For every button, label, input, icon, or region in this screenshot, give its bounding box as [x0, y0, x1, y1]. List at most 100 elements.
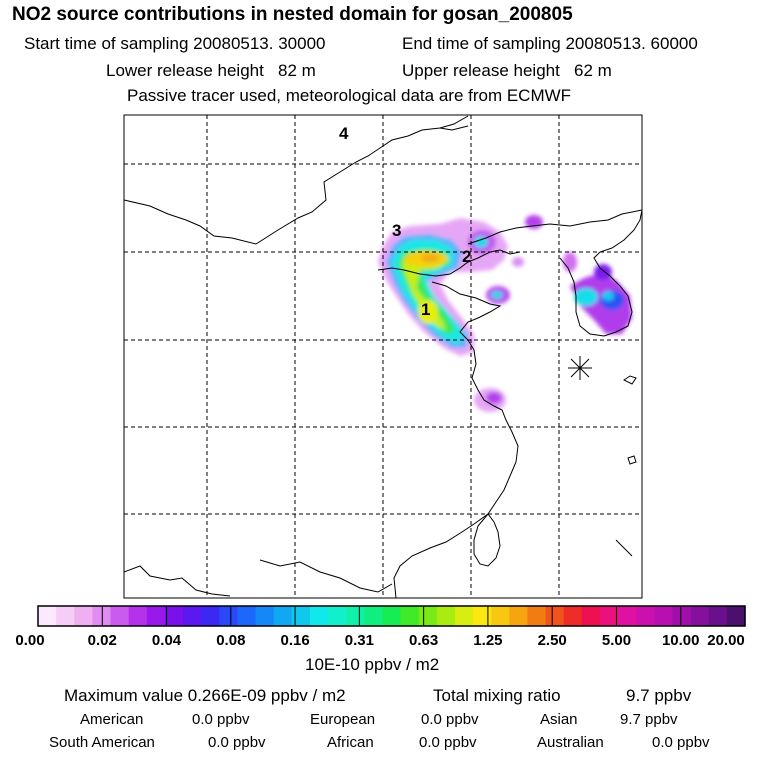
border-sw — [123, 565, 231, 597]
colorbar-swatch — [690, 606, 710, 626]
colorbar-swatch — [219, 606, 239, 626]
source-label-2: 2 — [462, 247, 471, 266]
colorbar-tick-label: 0.08 — [216, 632, 246, 649]
colorbar-tick-label: 0.16 — [280, 632, 310, 649]
colorbar-swatch — [708, 606, 728, 626]
region-name: Asian — [540, 711, 578, 728]
border-ne — [467, 209, 643, 245]
border-north-2 — [439, 125, 469, 131]
colorbar-swatch — [128, 606, 148, 626]
source-label-3: 3 — [392, 221, 401, 240]
region-value: 0.0 ppbv — [208, 734, 266, 751]
colorbar-tick-label: 0.02 — [87, 632, 117, 649]
colorbar-swatch — [418, 606, 438, 626]
colorbar-swatch — [110, 606, 130, 626]
region-name: South American — [49, 734, 155, 751]
colorbar-swatch — [509, 606, 529, 626]
korea-plume-north — [594, 264, 612, 280]
colorbar-tick-label: 0.04 — [151, 632, 182, 649]
coast-japan — [615, 539, 633, 557]
region-name: Australian — [537, 734, 604, 751]
colorbar-swatch — [38, 606, 57, 626]
maximum-value-label: Maximum value 0.266E-09 ppbv / m2 — [64, 686, 346, 705]
colorbar-swatch — [328, 606, 347, 626]
colorbar-tick-label: 10.00 — [661, 632, 700, 649]
tracer-info-label: Passive tracer used, meteorological data… — [127, 86, 572, 105]
island-2 — [627, 455, 637, 465]
colorbar-swatch — [382, 606, 402, 626]
colorbar-swatch — [491, 606, 510, 626]
colorbar-tick-label: 20.00 — [707, 632, 745, 649]
colorbar-tick-label: 2.50 — [537, 632, 567, 649]
region-value: 9.7 ppbv — [620, 711, 678, 728]
blob-dot-2 — [563, 252, 577, 272]
colorbar-swatch — [545, 606, 565, 626]
taiwan — [473, 513, 501, 567]
coast-east-china — [393, 349, 519, 599]
coastlines — [123, 115, 643, 599]
colorbar-swatch — [636, 606, 655, 626]
plume-orange-core — [421, 254, 439, 262]
colorbar-swatch — [599, 606, 619, 626]
colorbar-swatch — [618, 606, 637, 626]
start-time-label: Start time of sampling 20080513. 30000 — [24, 34, 326, 53]
colorbar-swatch — [672, 606, 692, 626]
coast-shandong — [431, 281, 502, 351]
korea-plume-cyan-2 — [602, 291, 614, 301]
colorbar-tick-label: 0.00 — [15, 632, 45, 649]
colorbar-swatch — [346, 606, 365, 626]
chart-title: NO2 source contributions in nested domai… — [12, 4, 573, 25]
colorbar-swatch — [309, 606, 329, 626]
colorbar-swatch — [563, 606, 583, 626]
border-north — [123, 115, 469, 245]
colorbar-tick-label: 1.25 — [473, 632, 503, 649]
plume-yellowgreen — [402, 252, 446, 330]
plume-layer — [378, 215, 632, 412]
colorbar-swatch — [183, 606, 202, 626]
region-value: 0.0 ppbv — [419, 734, 477, 751]
border-interior — [259, 559, 393, 593]
plume-yellow-core-2 — [418, 300, 438, 324]
colorbar-swatch — [146, 606, 166, 626]
end-time-label: End time of sampling 20080513. 60000 — [402, 34, 698, 53]
map-frame — [123, 114, 643, 599]
coast-bohai — [377, 249, 521, 277]
region-value: 0.0 ppbv — [652, 734, 710, 751]
lat-lon-grid — [124, 115, 642, 598]
region-value: 0.0 ppbv — [421, 711, 479, 728]
colorbar-swatch — [255, 606, 275, 626]
colorbar-swatch — [237, 606, 257, 626]
colorbar-swatch — [400, 606, 420, 626]
colorbar-tick-label: 5.00 — [601, 632, 632, 649]
receptor-marker — [568, 356, 592, 380]
korea-plume-cyan — [574, 288, 598, 306]
colorbar-swatch — [164, 606, 184, 626]
colorbar-swatch — [201, 606, 220, 626]
colorbar-swatch — [454, 606, 474, 626]
colorbar-swatch — [92, 606, 112, 626]
blob-bay-core — [491, 291, 503, 299]
colorbar-swatch — [56, 606, 75, 626]
colorbar-swatch — [654, 606, 674, 626]
colorbar-swatch — [581, 606, 601, 626]
region-name: African — [327, 734, 374, 751]
colorbar-swatch — [291, 606, 311, 626]
colorbar-swatch — [273, 606, 293, 626]
source-label-1: 1 — [421, 300, 430, 319]
colorbar-swatch — [473, 606, 492, 626]
total-mixing-label: Total mixing ratio — [433, 686, 561, 705]
south-plume-core — [486, 392, 502, 404]
colorbar-swatch — [726, 606, 746, 626]
korea-coast — [559, 209, 643, 337]
colorbar-frame — [37, 605, 746, 627]
colorbar-units: 10E-10 ppbv / m2 — [305, 655, 440, 674]
colorbar-swatch — [364, 606, 384, 626]
region-value: 0.0 ppbv — [192, 711, 250, 728]
region-name: European — [310, 711, 376, 728]
upper-release-label: Upper release height 62 m — [402, 61, 612, 80]
colorbar-swatch — [527, 606, 547, 626]
total-mixing-value: 9.7 ppbv — [626, 686, 692, 705]
colorbar-tick-label: 0.31 — [344, 632, 374, 649]
blob-dot-1 — [512, 257, 524, 267]
